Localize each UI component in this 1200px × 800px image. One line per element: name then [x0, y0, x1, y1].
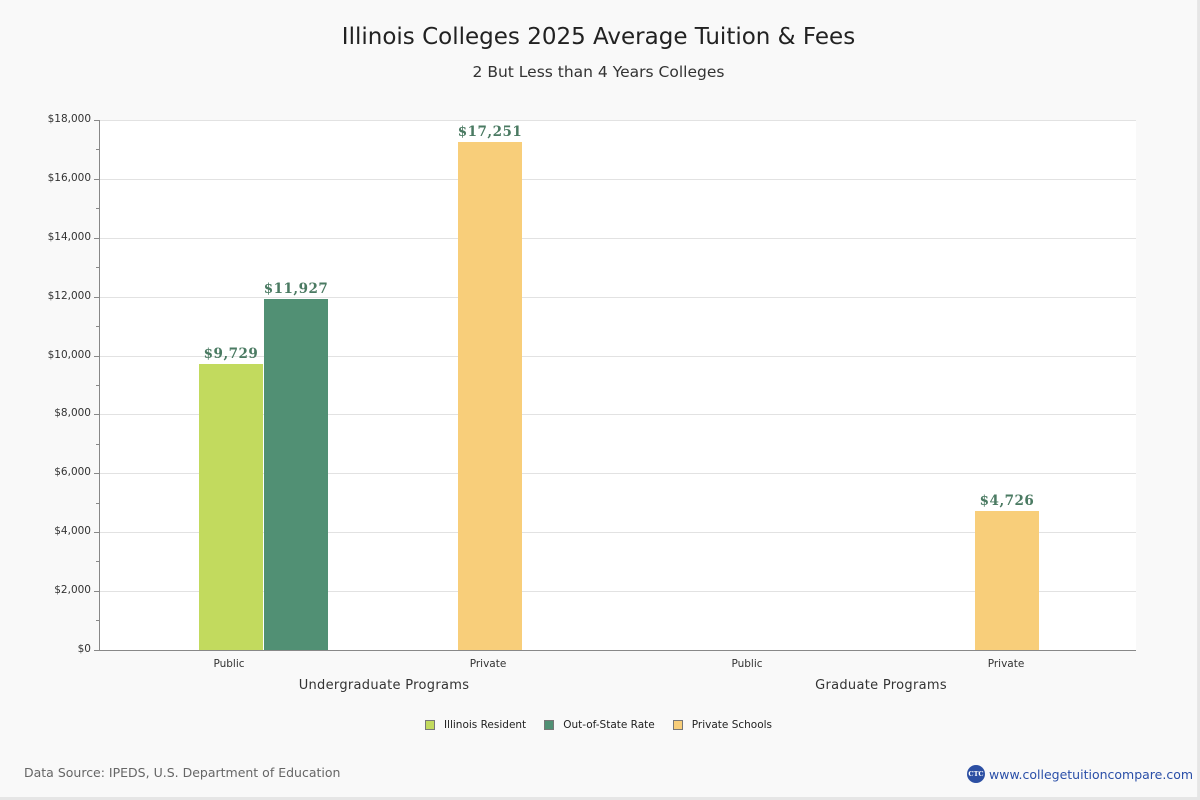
y-tick	[94, 414, 99, 415]
x-category-label: Public	[731, 658, 763, 670]
y-tick-label: $4,000	[54, 525, 91, 537]
y-tick-label: $8,000	[54, 407, 91, 419]
chart-subtitle: 2 But Less than 4 Years Colleges	[472, 63, 725, 81]
bar-value-label: $9,729	[203, 346, 259, 362]
y-tick-label: $16,000	[47, 172, 91, 184]
y-minor-tick	[96, 326, 99, 327]
gridline	[100, 414, 1136, 415]
legend-label: Illinois Resident	[443, 719, 527, 731]
gridline	[100, 120, 1136, 121]
y-minor-tick	[96, 267, 99, 268]
y-tick	[94, 238, 99, 239]
gridline	[100, 238, 1136, 239]
bar-ug-public-resident[interactable]	[199, 364, 263, 650]
x-category-label: Public	[213, 658, 245, 670]
legend-swatch-icon	[672, 720, 683, 730]
bar-value-label: $17,251	[457, 124, 523, 140]
y-tick-label: $2,000	[54, 584, 91, 596]
y-tick	[94, 532, 99, 533]
legend-label: Private Schools	[691, 719, 773, 731]
ctc-logo-icon: CTC	[967, 765, 985, 783]
y-tick	[94, 356, 99, 357]
bar-grad-private[interactable]	[975, 511, 1039, 650]
gridline	[100, 179, 1136, 180]
brand-link[interactable]: CTC www.collegetuitioncompare.com	[967, 765, 1193, 783]
y-minor-tick	[96, 561, 99, 562]
gridline	[100, 591, 1136, 592]
y-minor-tick	[96, 503, 99, 504]
y-tick	[94, 650, 99, 651]
y-tick-label: $10,000	[47, 349, 91, 361]
y-tick	[94, 591, 99, 592]
legend-swatch-icon	[544, 720, 555, 730]
y-tick	[94, 473, 99, 474]
brand-url: www.collegetuitioncompare.com	[989, 766, 1194, 782]
legend: Illinois Resident Out-of-State Rate Priv…	[0, 719, 1197, 731]
x-category-label: Private	[987, 658, 1025, 670]
legend-label: Out-of-State Rate	[563, 719, 655, 731]
bar-ug-private[interactable]	[458, 142, 522, 650]
gridline	[100, 297, 1136, 298]
gridline	[100, 356, 1136, 357]
y-minor-tick	[96, 620, 99, 621]
y-tick	[94, 120, 99, 121]
y-minor-tick	[96, 444, 99, 445]
x-category-label: Private	[469, 658, 507, 670]
x-group-label-undergraduate: Undergraduate Programs	[298, 678, 470, 693]
y-minor-tick	[96, 208, 99, 209]
legend-item-illinois-resident[interactable]: Illinois Resident	[424, 719, 527, 731]
y-tick	[94, 179, 99, 180]
chart-title: Illinois Colleges 2025 Average Tuition &…	[341, 24, 856, 50]
data-source-text: Data Source: IPEDS, U.S. Department of E…	[24, 765, 341, 780]
legend-swatch-icon	[424, 720, 435, 730]
bar-ug-public-outofstate[interactable]	[264, 299, 328, 650]
y-minor-tick	[96, 385, 99, 386]
y-tick-label: $6,000	[54, 466, 91, 478]
y-minor-tick	[96, 149, 99, 150]
gridline	[100, 473, 1136, 474]
bar-value-label: $11,927	[263, 281, 329, 297]
x-axis	[99, 650, 1136, 651]
y-tick-label: $12,000	[47, 290, 91, 302]
y-tick-label: $18,000	[47, 113, 91, 125]
y-tick-label: $0	[77, 643, 91, 655]
y-axis	[99, 120, 100, 651]
gridline	[100, 532, 1136, 533]
legend-item-private-schools[interactable]: Private Schools	[672, 719, 773, 731]
y-tick	[94, 297, 99, 298]
x-group-label-graduate: Graduate Programs	[815, 678, 947, 693]
y-tick-label: $14,000	[47, 231, 91, 243]
bar-value-label: $4,726	[979, 493, 1035, 509]
legend-item-out-of-state[interactable]: Out-of-State Rate	[544, 719, 655, 731]
